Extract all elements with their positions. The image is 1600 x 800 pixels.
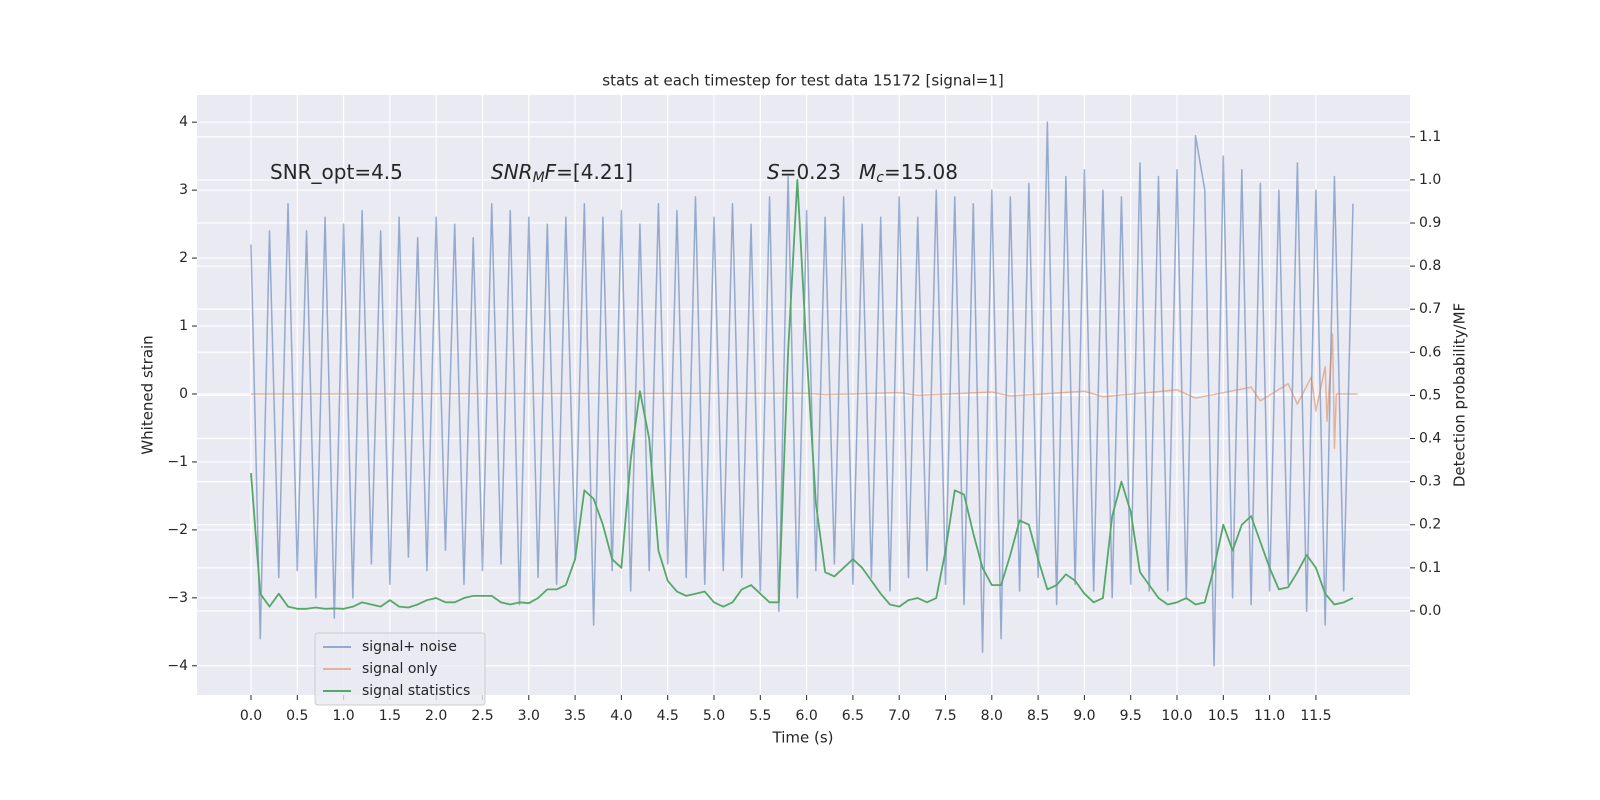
series-line bbox=[250, 121, 1354, 667]
y-tick-label: −3 bbox=[167, 590, 188, 606]
y2-tick-label: 0.8 bbox=[1419, 258, 1441, 274]
annotation-part: c bbox=[876, 170, 884, 186]
annotation-part: SNR bbox=[491, 160, 533, 184]
y2-axis-label: Detection probability/MF bbox=[1451, 303, 1469, 487]
y2-tick-label: 1.1 bbox=[1419, 129, 1441, 145]
axes: 0.0 0.5 1.0 1.5 2.0 2.5 3.0 3.5 4.0 4.5 5.0 5.5 6.0 6… bbox=[167, 114, 1441, 724]
x-tick-label: 1.5 bbox=[379, 708, 401, 724]
annotation-part: SNR_opt=4.5 bbox=[270, 160, 403, 184]
chart-title: stats at each timestep for test data 151… bbox=[602, 72, 1003, 90]
y-tick-label: 1 bbox=[179, 318, 188, 334]
legend: signal+ noise signal only signal statistic… bbox=[314, 632, 486, 706]
annotation-part: M bbox=[859, 160, 876, 184]
x-tick-label: 1.0 bbox=[332, 708, 354, 724]
legend-label: signal only bbox=[362, 661, 437, 677]
y-tick-label: 4 bbox=[179, 114, 188, 130]
x-tick-label: 11.5 bbox=[1300, 708, 1331, 724]
y2-tick-label: 0.2 bbox=[1419, 517, 1441, 533]
x-tick-label: 9.0 bbox=[1073, 708, 1095, 724]
y2-tick-label: 0.4 bbox=[1419, 431, 1441, 447]
y-tick-label: 2 bbox=[179, 250, 188, 266]
x-tick-label: 7.5 bbox=[934, 708, 956, 724]
y2-tick-label: 0.3 bbox=[1419, 474, 1441, 490]
annotation-part: M bbox=[533, 170, 545, 186]
y-axis-label: Whitened strain bbox=[139, 335, 157, 454]
series-line bbox=[250, 179, 1354, 610]
y2-tick-label: 0.1 bbox=[1419, 560, 1441, 576]
x-tick-label: 3.0 bbox=[518, 708, 540, 724]
x-tick-label: 6.5 bbox=[842, 708, 864, 724]
x-tick-label: 10.5 bbox=[1208, 708, 1239, 724]
x-tick-label: 5.0 bbox=[703, 708, 725, 724]
y2-tick-label: 0.5 bbox=[1419, 387, 1441, 403]
x-tick-label: 9.5 bbox=[1120, 708, 1142, 724]
marks bbox=[250, 121, 1358, 667]
y-tick-label: −1 bbox=[167, 454, 188, 470]
annotation-part: F bbox=[545, 160, 557, 184]
legend-label: signal+ noise bbox=[362, 639, 457, 655]
x-tick-label: 6.0 bbox=[795, 708, 817, 724]
x-tick-label: 7.0 bbox=[888, 708, 910, 724]
y2-tick-label: 0.0 bbox=[1419, 603, 1441, 619]
x-tick-label: 8.0 bbox=[981, 708, 1003, 724]
x-tick-label: 4.5 bbox=[657, 708, 679, 724]
x-tick-label: 4.0 bbox=[610, 708, 632, 724]
x-axis-label: Time (s) bbox=[772, 729, 834, 747]
annotation-part: =15.08 bbox=[884, 160, 958, 184]
series-line bbox=[250, 333, 1358, 450]
annotation-part: S bbox=[767, 160, 780, 184]
annotation: SNR_opt=4.5 bbox=[270, 160, 403, 184]
y-tick-label: 0 bbox=[179, 386, 188, 402]
x-tick-label: 3.5 bbox=[564, 708, 586, 724]
y2-tick-label: 0.9 bbox=[1419, 215, 1441, 231]
y2-tick-label: 1.0 bbox=[1419, 172, 1441, 188]
x-tick-label: 5.5 bbox=[749, 708, 771, 724]
grid bbox=[197, 95, 1410, 695]
x-tick-label: 2.5 bbox=[471, 708, 493, 724]
x-tick-label: 8.5 bbox=[1027, 708, 1049, 724]
x-tick-label: 2.0 bbox=[425, 708, 447, 724]
annotation: Mc=15.08 bbox=[859, 160, 958, 187]
x-tick-label: 0.5 bbox=[286, 708, 308, 724]
y-tick-label: 3 bbox=[179, 182, 188, 198]
y-tick-label: −4 bbox=[167, 658, 188, 674]
legend-box bbox=[314, 632, 486, 706]
annotation: SNRMF=[4.21] bbox=[491, 160, 633, 187]
y2-tick-label: 0.6 bbox=[1419, 344, 1441, 360]
y2-tick-label: 0.7 bbox=[1419, 301, 1441, 317]
annotation-part: =0.23 bbox=[780, 160, 841, 184]
legend-label: signal statistics bbox=[362, 683, 470, 699]
x-tick-label: 10.0 bbox=[1161, 708, 1192, 724]
annotation: S=0.23 bbox=[767, 160, 841, 184]
x-tick-label: 0.0 bbox=[240, 708, 262, 724]
y-tick-label: −2 bbox=[167, 522, 188, 538]
annotation-part: =[4.21] bbox=[556, 160, 633, 184]
x-tick-label: 11.0 bbox=[1254, 708, 1285, 724]
